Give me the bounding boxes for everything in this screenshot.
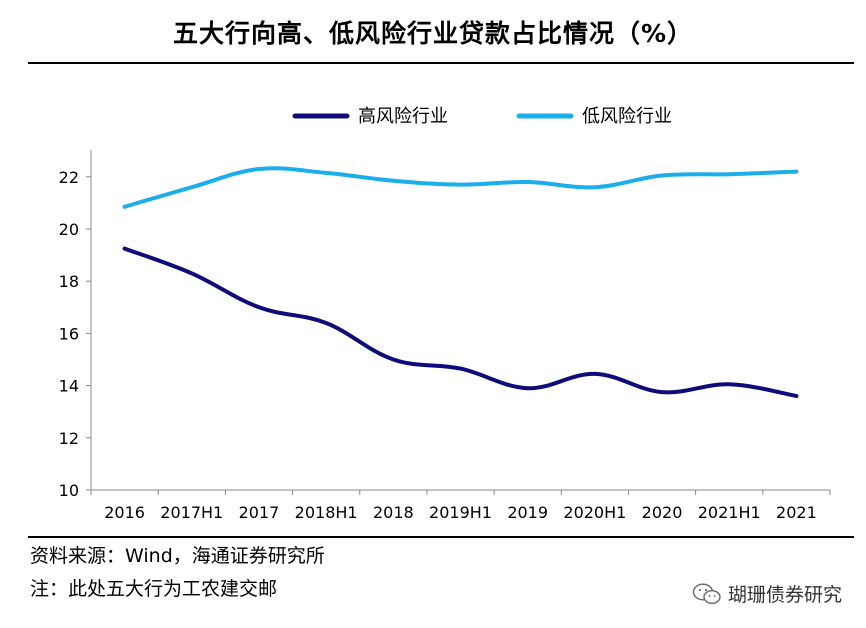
title-divider bbox=[28, 62, 854, 64]
x-tick-label: 2017H1 bbox=[160, 503, 223, 522]
x-tick-label: 2021 bbox=[776, 503, 817, 522]
y-tick-label: 18 bbox=[59, 272, 79, 291]
x-tick-label: 2020 bbox=[642, 503, 683, 522]
x-tick-label: 2017 bbox=[239, 503, 280, 522]
x-tick-label: 2016 bbox=[104, 503, 145, 522]
y-tick-label: 10 bbox=[59, 481, 79, 500]
source-note: 资料来源：Wind，海通证券研究所 bbox=[30, 545, 325, 567]
y-tick-label: 22 bbox=[59, 168, 79, 187]
chart-title: 五大行向高、低风险行业贷款占比情况（%） bbox=[172, 19, 694, 48]
y-tick-label: 16 bbox=[59, 324, 79, 343]
plot-area bbox=[14, 74, 852, 532]
x-tick-label: 2018 bbox=[373, 503, 414, 522]
x-tick-label: 2019H1 bbox=[429, 503, 492, 522]
watermark: 瑚珊债券研究 bbox=[692, 580, 842, 607]
series-line-low-risk bbox=[122, 166, 799, 209]
y-tick-label: 20 bbox=[59, 220, 79, 239]
legend-label: 高风险行业 bbox=[358, 106, 448, 127]
axes: 10 12 14 16 18 20 22 2016 2017H1 2017 2018H1 2018 20… bbox=[59, 150, 831, 522]
y-tick-label: 14 bbox=[59, 377, 79, 396]
legend-label: 低风险行业 bbox=[582, 106, 672, 127]
x-tick-label: 2018H1 bbox=[295, 503, 358, 522]
x-tick-label: 2019 bbox=[507, 503, 548, 522]
legend: 高风险行业 低风险行业 bbox=[292, 106, 672, 127]
series-line-high-risk bbox=[122, 246, 799, 398]
footnote: 注：此处五大行为工农建交邮 bbox=[30, 578, 278, 600]
wechat-icon bbox=[692, 582, 721, 604]
watermark-text: 瑚珊债券研究 bbox=[727, 584, 842, 606]
x-tick-label: 2021H1 bbox=[698, 503, 761, 522]
footer-divider bbox=[28, 536, 854, 538]
y-tick-label: 12 bbox=[59, 429, 79, 448]
series-layer bbox=[122, 166, 799, 398]
x-tick-label: 2020H1 bbox=[563, 503, 626, 522]
